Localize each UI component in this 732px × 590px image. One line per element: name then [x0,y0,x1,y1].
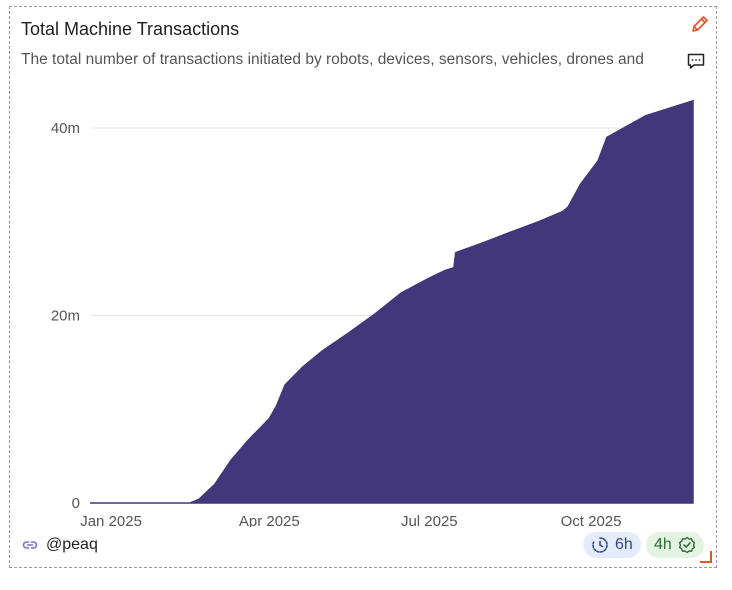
verified-badge-label: 4h [654,536,672,553]
verified-badge[interactable]: 4h [646,532,704,558]
resize-handle[interactable] [700,551,712,563]
y-tick-label: 0 [72,495,80,512]
pencil-icon[interactable] [690,14,710,34]
chart-title: Total Machine Transactions [21,19,240,39]
chart-card: Total Machine Transactions The total num… [9,6,717,568]
y-tick-label: 20m [51,308,80,325]
chart-plot: 0 20m 40m Jan 2025 Apr 2025 Jul 2025 Oct 2025 [51,99,694,527]
link-icon [22,541,38,549]
chart-description: The total number of transactions initiat… [21,51,644,68]
refresh-badge-label: 6h [615,536,633,553]
comment-icon[interactable] [686,51,706,71]
clock-icon [592,537,608,553]
author-link[interactable]: @peaq [22,536,98,554]
check-badge-icon [678,536,695,554]
x-tick-label: Apr 2025 [239,513,300,527]
author-name: @peaq [46,536,98,553]
x-tick-label: Jan 2025 [80,513,142,527]
series-area [90,99,694,504]
y-tick-label: 40m [51,120,80,137]
x-tick-label: Jul 2025 [401,513,458,527]
refresh-badge[interactable]: 6h [583,532,641,558]
x-tick-label: Oct 2025 [561,513,622,527]
